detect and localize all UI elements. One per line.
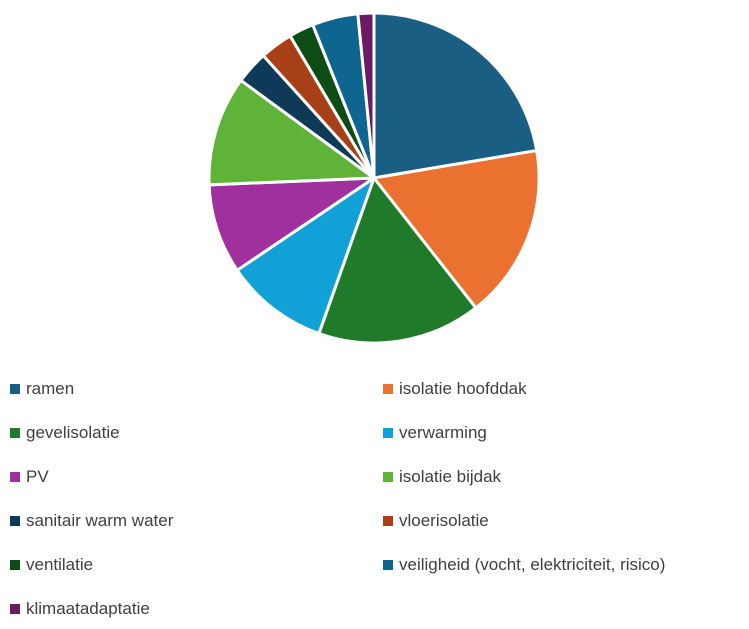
legend-label-10: klimaatadaptatie [26,599,150,618]
legend-label-4: PV [26,467,49,486]
legend-item-8: ventilatie [10,555,93,575]
legend-swatch-4 [10,472,20,482]
legend-swatch-7 [383,516,393,526]
legend-swatch-10 [10,604,20,614]
pie-slice-10 [356,11,376,180]
legend-label-5: isolatie bijdak [399,467,502,486]
legend-swatch-9 [383,560,393,570]
legend-item-0: ramen [10,379,74,399]
legend-label-7: vloerisolatie [399,511,489,530]
legend-swatch-5 [383,472,393,482]
legend-swatch-3 [383,428,393,438]
legend-label-1: isolatie hoofddak [399,379,527,398]
legend-item-1: isolatie hoofddak [383,379,527,399]
pie-slice-4 [207,176,376,272]
legend-item-10: klimaatadaptatie [10,599,150,619]
legend-swatch-8 [10,560,20,570]
pie-slice-3 [235,176,376,336]
legend-item-4: PV [10,467,49,487]
legend-item-7: vloerisolatie [383,511,489,531]
legend-item-3: verwarming [383,423,487,443]
pie-slice-2 [317,176,478,345]
pie-plot-area [207,11,541,345]
legend-swatch-2 [10,428,20,438]
legend-item-2: gevelisolatie [10,423,120,443]
pie-slice-5 [207,78,376,187]
legend-label-8: ventilatie [26,555,94,574]
legend-swatch-1 [383,384,393,394]
legend-item-5: isolatie bijdak [383,467,501,487]
legend-label-0: ramen [26,379,75,398]
legend-label-6: sanitair warm water [26,511,174,530]
legend-label-3: verwarming [399,423,487,442]
legend-item-9: veiligheid (vocht, elektriciteit, risico… [383,555,665,575]
pie-slice-1 [372,149,541,310]
legend-swatch-0 [10,384,20,394]
legend-item-6: sanitair warm water [10,511,173,531]
legend-label-9: veiligheid (vocht, elektriciteit, risico… [399,555,666,574]
pie-slice-0 [372,11,539,180]
legend-swatch-6 [10,516,20,526]
legend-label-2: gevelisolatie [26,423,120,442]
